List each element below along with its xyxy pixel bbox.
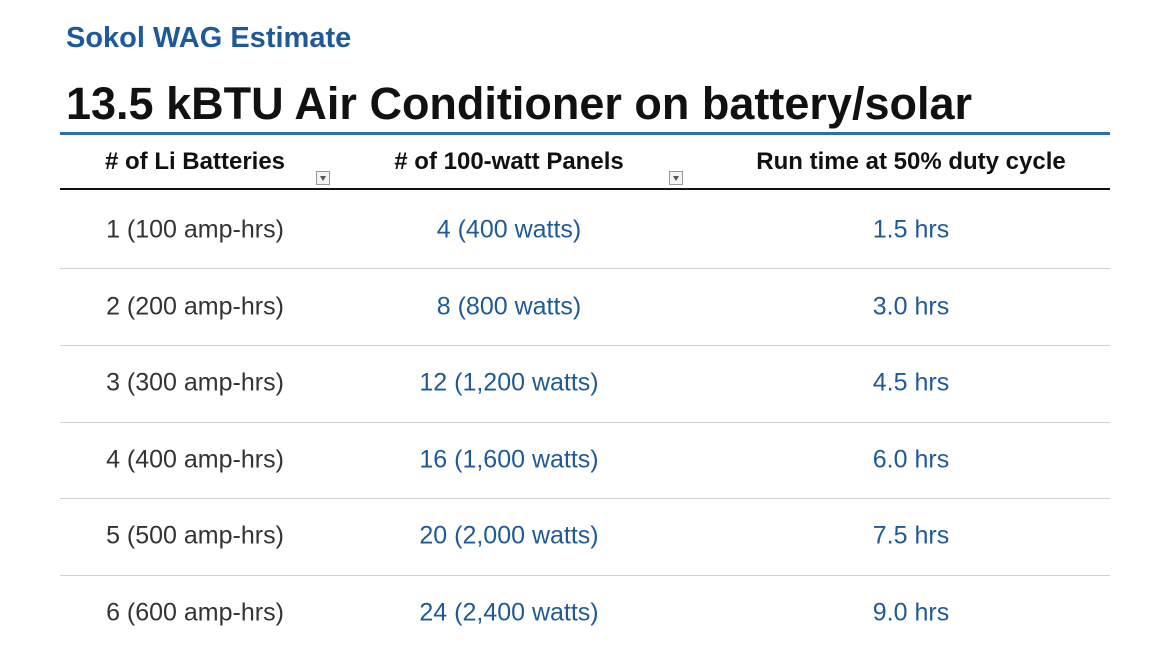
column-header: # of 100-watt Panels xyxy=(394,148,624,175)
table-cell: 9.0 hrs xyxy=(872,598,950,627)
table-cell: 2 (200 amp-hrs) xyxy=(106,292,284,321)
table-cell: 3.0 hrs xyxy=(872,292,950,321)
table-cell: 6 (600 amp-hrs) xyxy=(106,598,284,627)
row-separator xyxy=(60,574,1110,576)
title-rule xyxy=(60,132,1110,135)
filter-dropdown[interactable] xyxy=(316,171,330,185)
table-cell: 24 (2,400 watts) xyxy=(419,598,599,627)
table-cell: 6.0 hrs xyxy=(872,445,950,474)
table-cell: 1.5 hrs xyxy=(872,215,950,244)
table-cell: 4.5 hrs xyxy=(872,368,950,397)
table-cell: 4 (400 watts) xyxy=(436,215,582,244)
column-header: # of Li Batteries xyxy=(104,148,286,175)
table-cell: 8 (800 watts) xyxy=(436,292,582,321)
header-rule xyxy=(60,188,1110,190)
title: 13.5 kBTU Air Conditioner on battery/sol… xyxy=(66,78,972,129)
table-cell: 1 (100 amp-hrs) xyxy=(106,215,284,244)
row-separator xyxy=(60,498,1110,500)
table-cell: 16 (1,600 watts) xyxy=(419,445,599,474)
table-cell: 4 (400 amp-hrs) xyxy=(106,445,284,474)
table-cell: 5 (500 amp-hrs) xyxy=(106,521,284,550)
row-separator xyxy=(60,344,1110,346)
row-separator xyxy=(60,268,1110,270)
subtitle: Sokol WAG Estimate xyxy=(66,22,352,54)
table-cell: 3 (300 amp-hrs) xyxy=(106,368,284,397)
column-header: Run time at 50% duty cycle xyxy=(756,148,1066,175)
row-separator xyxy=(60,421,1110,423)
filter-dropdown[interactable] xyxy=(669,171,683,185)
table-cell: 12 (1,200 watts) xyxy=(419,368,599,397)
table-cell: 7.5 hrs xyxy=(872,521,950,550)
table-cell: 20 (2,000 watts) xyxy=(419,521,599,550)
